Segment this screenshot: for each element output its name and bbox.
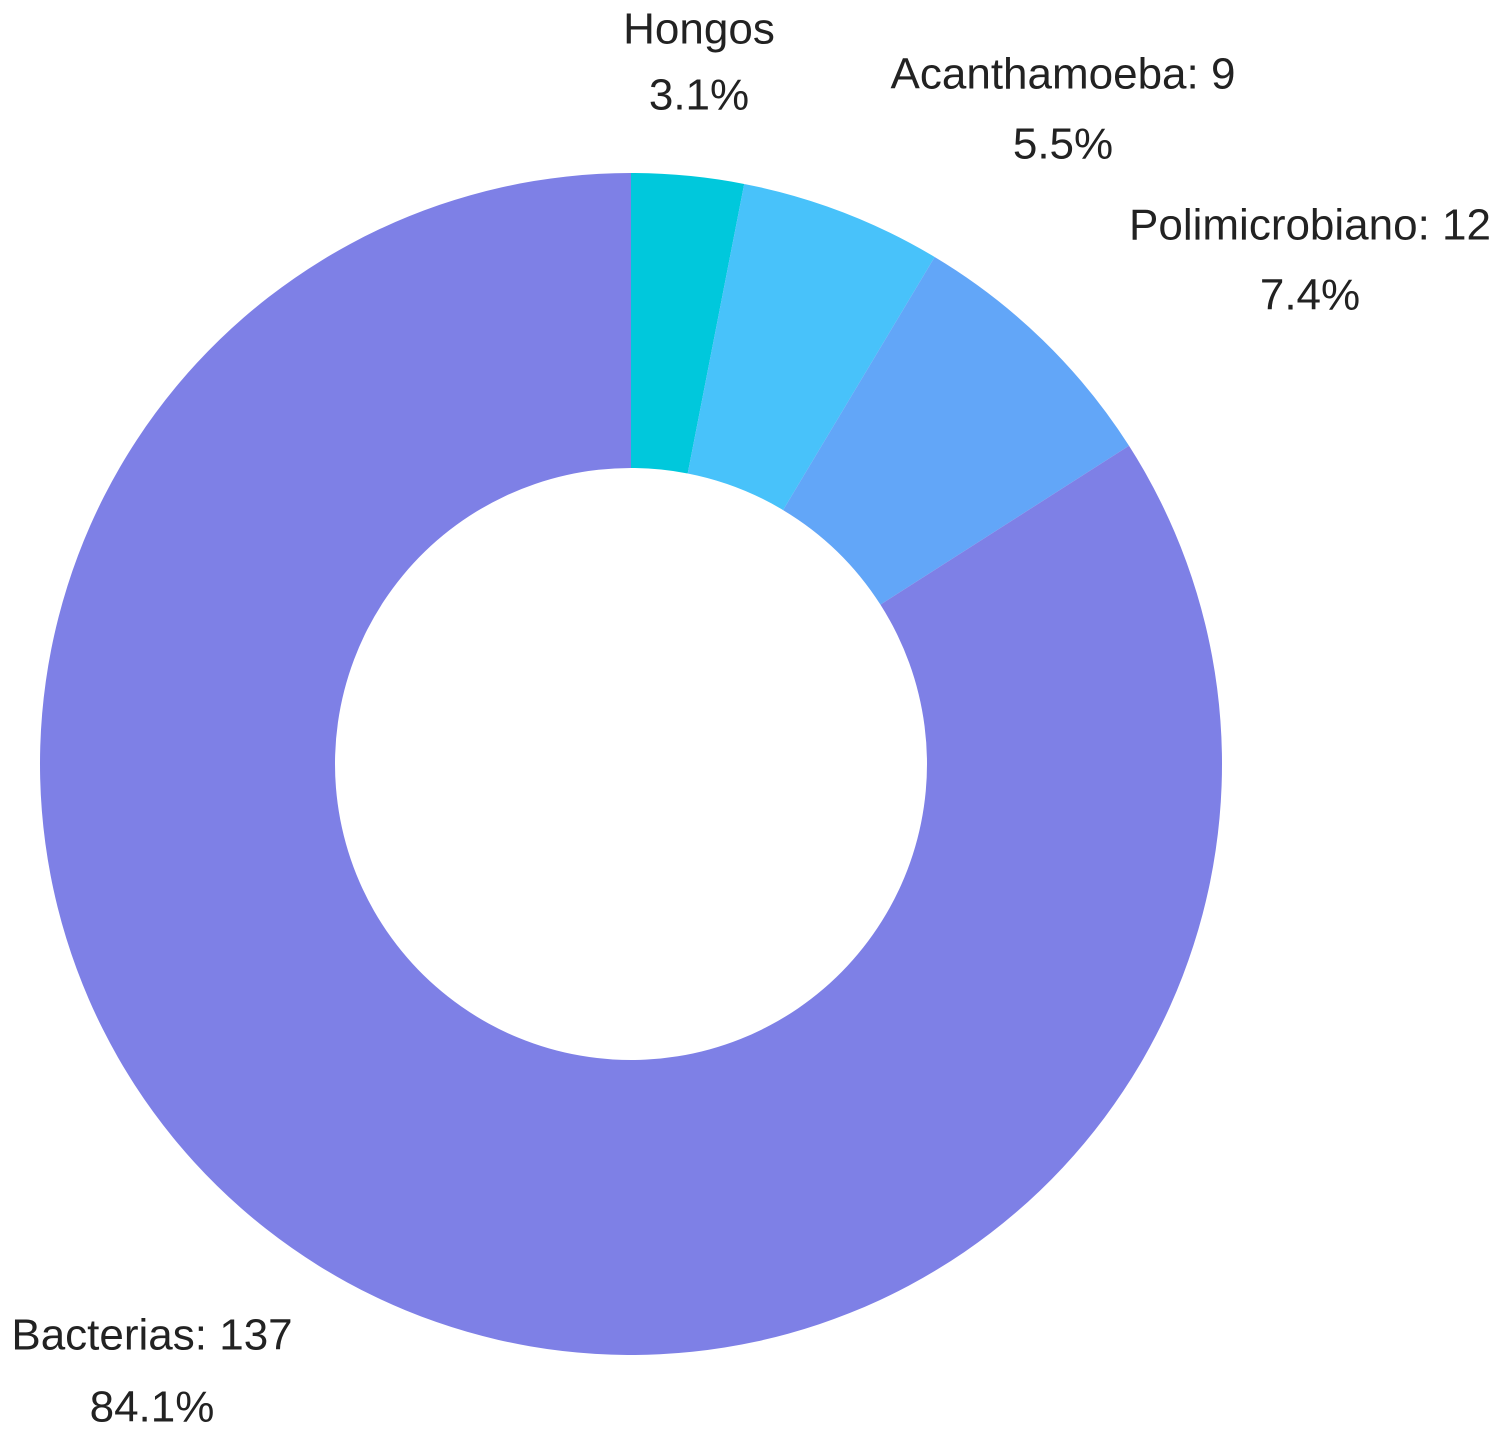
slice-bacterias — [40, 173, 1223, 1355]
slice-label-bacterias: Bacterias: 137 — [11, 1311, 292, 1360]
slice-labels: Hongos 3.1% Acanthamoeba: 9 5.5% Polimicrobi… — [11, 5, 1491, 1432]
slice-percent-polimicrobiano: 7.4% — [1260, 271, 1360, 320]
slice-hongos — [631, 173, 745, 474]
slice-percent-acanthamoeba: 5.5% — [1013, 120, 1113, 169]
slice-acanthamoeba — [687, 183, 935, 511]
slice-percent-hongos: 3.1% — [649, 71, 749, 120]
slice-label-polimicrobiano: Polimicrobiano: 12 — [1129, 201, 1491, 250]
slice-label-hongos: Hongos — [623, 5, 775, 54]
slice-polimicrobiano — [783, 256, 1130, 605]
slice-label-acanthamoeba: Acanthamoeba: 9 — [891, 50, 1236, 99]
donut-slices — [40, 173, 1223, 1355]
slice-percent-bacterias: 84.1% — [90, 1383, 215, 1432]
